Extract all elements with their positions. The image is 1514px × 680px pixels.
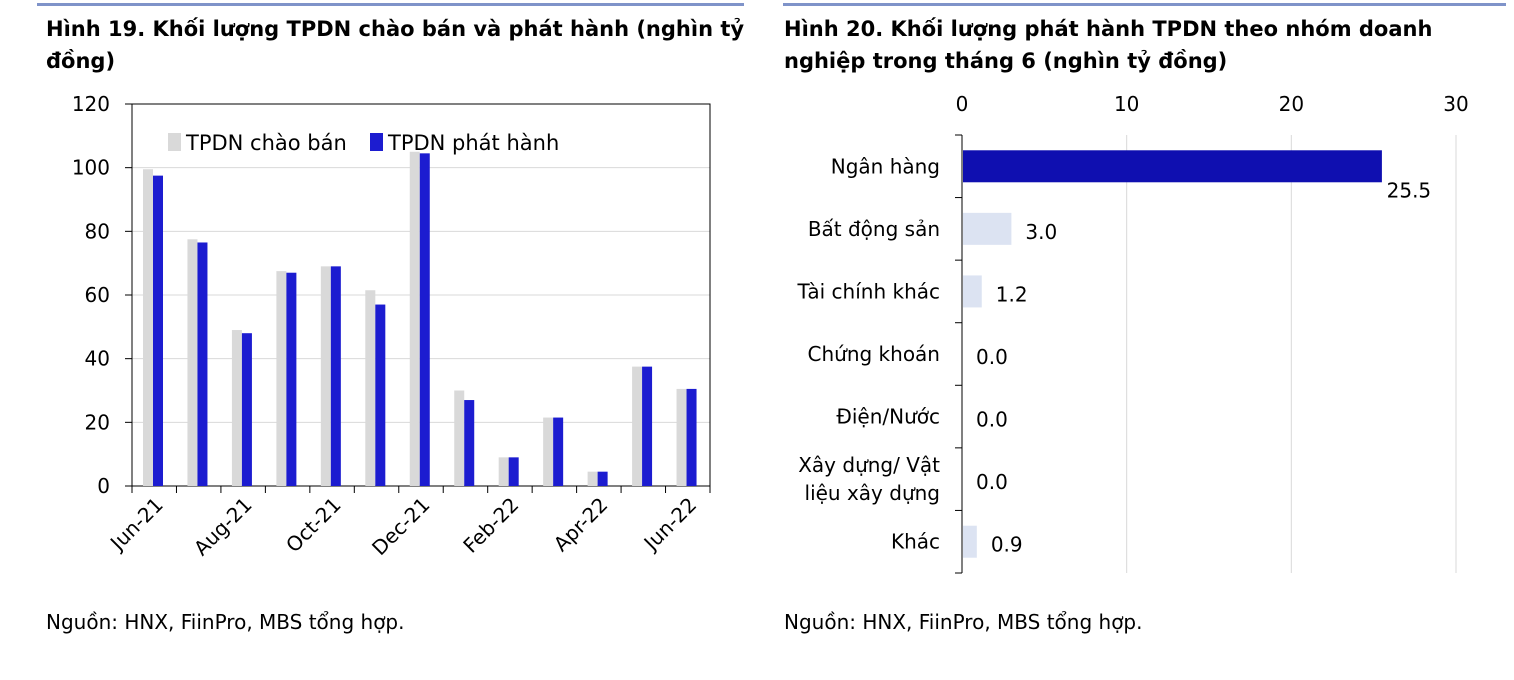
y-tick-label: 40 <box>85 347 110 371</box>
bar-issued <box>153 175 163 486</box>
chart-title-right: Hình 20. Khối lượng phát hành TPDN theo … <box>784 17 1433 73</box>
bar-offered <box>543 417 554 486</box>
bar-offered <box>187 239 198 486</box>
category-label: Ngân hàng <box>831 154 940 178</box>
bar-offered <box>454 390 465 486</box>
bar-offered <box>409 151 420 486</box>
value-label: 0.0 <box>976 408 1008 432</box>
bar <box>963 212 1012 245</box>
bar-offered <box>632 366 643 486</box>
y-tick-label: 20 <box>85 410 110 434</box>
category-label: Điện/Nước <box>836 405 940 429</box>
bar-issued <box>419 153 430 486</box>
category-label: Bất động sản <box>808 217 940 241</box>
value-label: 0.9 <box>991 533 1023 557</box>
source-note-right: Nguồn: HNX, FiinPro, MBS tổng hợp. <box>784 610 1143 634</box>
x-tick-label: 20 <box>1279 92 1304 116</box>
bar-issued <box>686 388 697 486</box>
category-label: Xây dựng/ Vật <box>798 453 940 477</box>
y-tick-label: 80 <box>85 219 110 243</box>
bar-issued <box>375 304 386 486</box>
bar-issued <box>464 400 475 486</box>
bar <box>963 525 977 558</box>
bar-offered <box>231 330 242 486</box>
bar-issued <box>330 266 341 486</box>
bar-issued <box>241 333 252 486</box>
x-tick-label: 10 <box>1114 92 1139 116</box>
y-tick-label: 120 <box>72 92 110 116</box>
x-tick-label: 30 <box>1443 92 1468 116</box>
legend-label: TPDN phát hành <box>387 131 559 155</box>
bar-offered <box>498 457 509 486</box>
y-tick-label: 0 <box>97 474 110 498</box>
bar-offered <box>320 266 331 486</box>
bar <box>963 150 1382 183</box>
bar-offered <box>276 271 287 486</box>
y-tick-label: 100 <box>72 156 110 180</box>
chart-title-left: Hình 19. Khối lượng TPDN chào bán và phá… <box>46 17 745 73</box>
bar-offered <box>143 169 153 486</box>
category-label: Chứng khoán <box>808 342 940 366</box>
bar-issued <box>286 272 297 486</box>
x-tick-label: 0 <box>956 92 969 116</box>
value-label: 0.0 <box>976 345 1008 369</box>
top-rule-right <box>783 3 1506 6</box>
source-note-left: Nguồn: HNX, FiinPro, MBS tổng hợp. <box>46 610 405 634</box>
bar <box>963 275 982 308</box>
bar-issued <box>197 242 208 486</box>
legend-swatch <box>370 133 383 151</box>
bar-offered <box>587 471 598 486</box>
top-rule-left <box>37 3 744 6</box>
legend-swatch <box>168 133 181 151</box>
category-label: Tài chính khác <box>797 279 941 303</box>
bar-issued <box>553 417 564 486</box>
category-label: Khác <box>891 530 940 554</box>
value-label: 25.5 <box>1387 178 1432 202</box>
bar-offered <box>365 290 376 486</box>
value-label: 3.0 <box>1025 220 1057 244</box>
category-label: liệu xây dựng <box>805 481 940 505</box>
bar-issued <box>508 457 519 486</box>
bar-issued <box>597 471 608 486</box>
legend-label: TPDN chào bán <box>185 131 347 155</box>
value-label: 1.2 <box>996 282 1028 306</box>
bar-issued <box>642 366 653 486</box>
y-tick-label: 60 <box>85 283 110 307</box>
value-label: 0.0 <box>976 470 1008 494</box>
bar-offered <box>676 388 687 486</box>
